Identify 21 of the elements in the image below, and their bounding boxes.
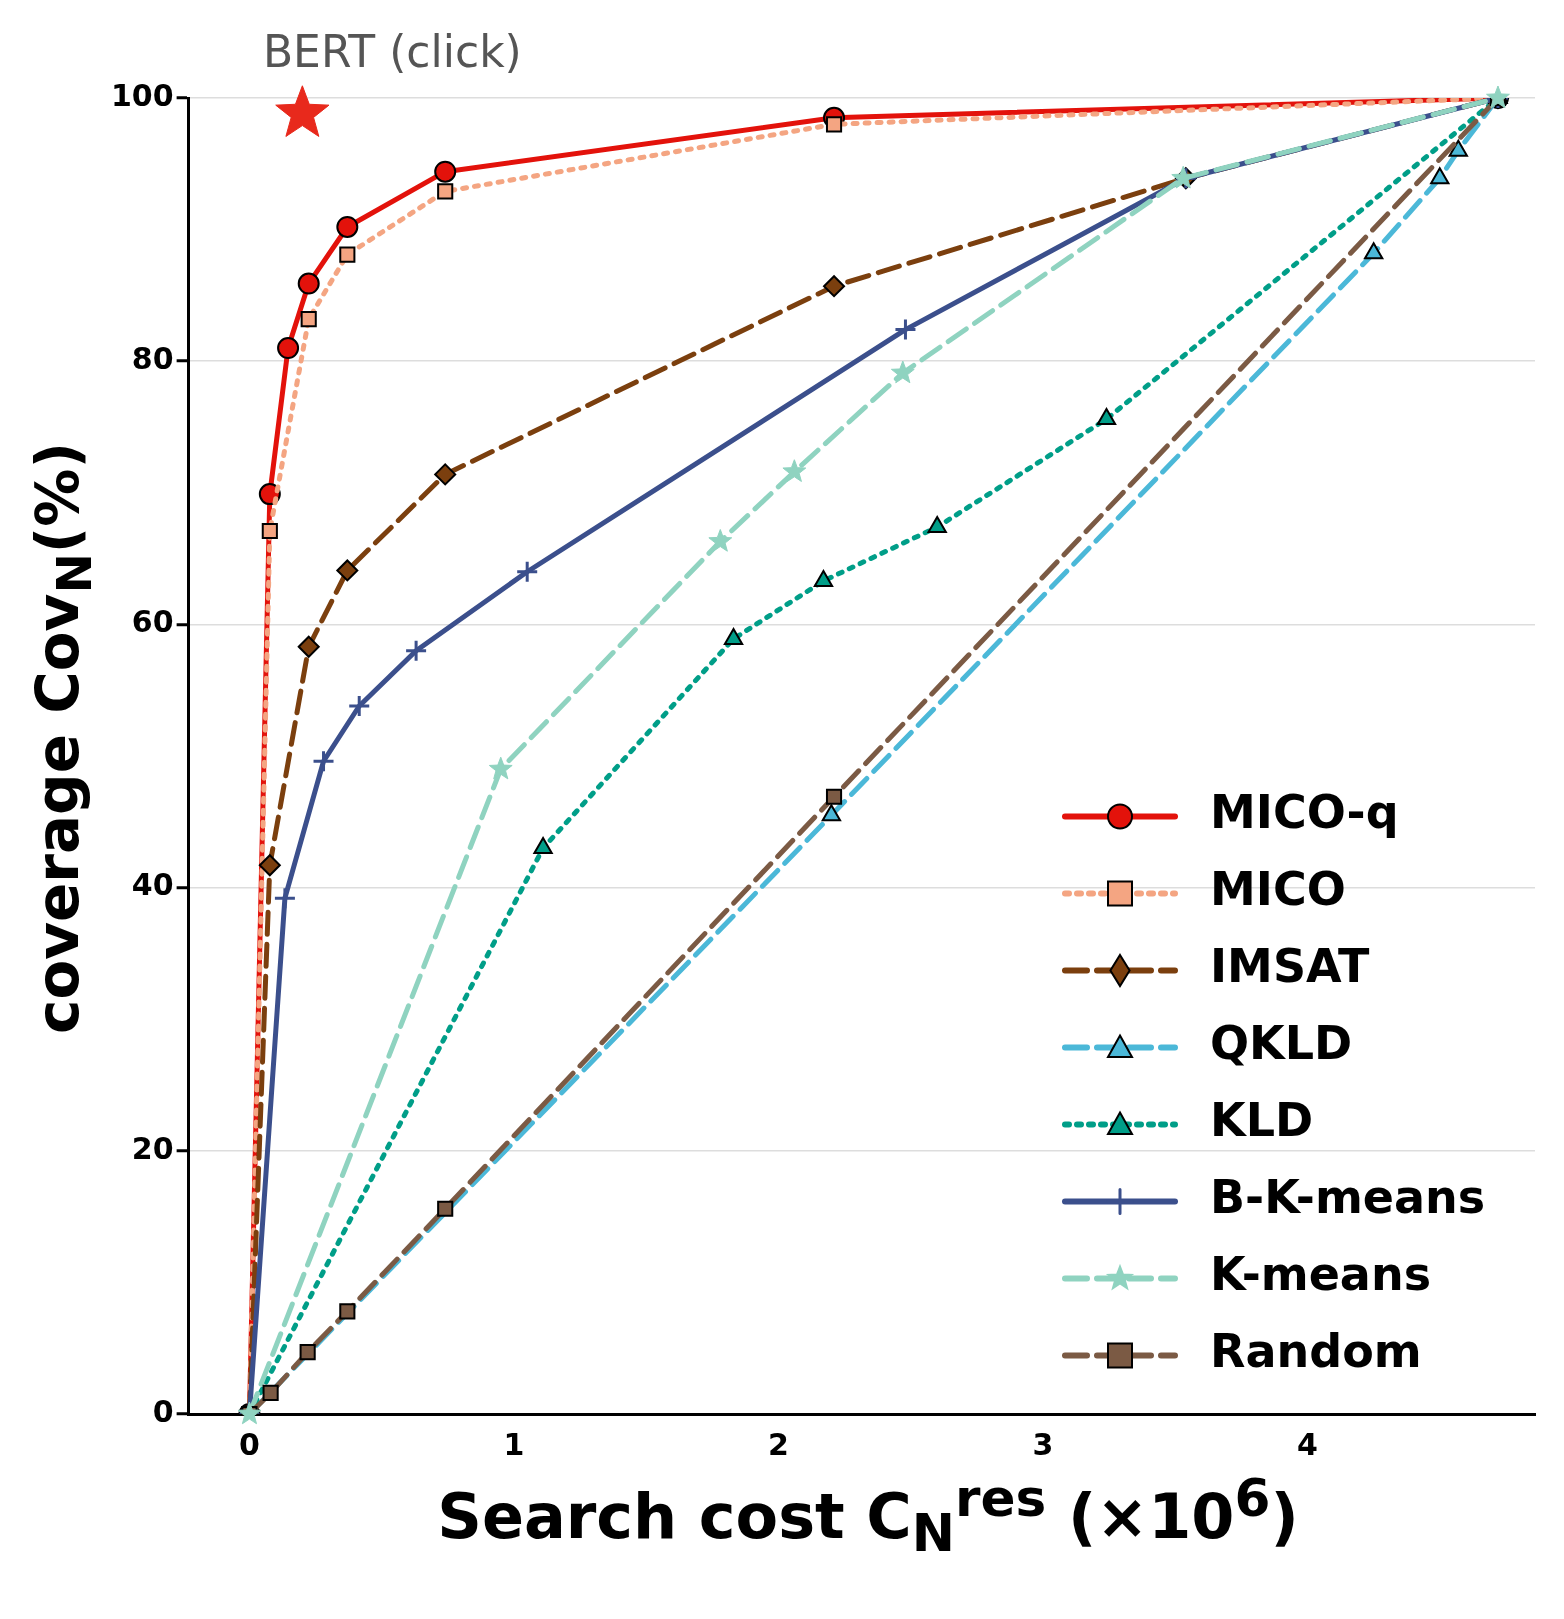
x-axis-title: Search cost C$_{N}$$^{res}$ (×10$^{6}$) — [436, 1468, 1300, 1564]
legend-label: B-K-means — [1210, 1170, 1486, 1225]
legend-label: K-means — [1210, 1247, 1432, 1302]
legend-label: IMSAT — [1210, 939, 1371, 994]
legend-label: Random — [1210, 1324, 1422, 1379]
x-tick-label: 0 — [239, 1426, 260, 1462]
y-tick-label: 0 — [152, 1393, 174, 1429]
y-tick-label: 40 — [131, 867, 174, 903]
legend-label: QKLD — [1210, 1016, 1353, 1071]
legend-label: MICO — [1210, 862, 1346, 917]
series-label: BERT (click) — [262, 26, 522, 78]
y-tick-label: 80 — [131, 341, 174, 376]
legend-label: KLD — [1210, 1093, 1314, 1148]
y-tick-label: 20 — [131, 1130, 174, 1166]
x-tick-label: 2 — [768, 1426, 789, 1462]
x-tick-label: 3 — [1032, 1426, 1054, 1462]
x-tick-label: 4 — [1297, 1426, 1318, 1462]
y-tick-label: 100 — [111, 77, 174, 113]
y-tick-label: 60 — [131, 604, 174, 640]
x-tick-label: 1 — [503, 1426, 525, 1462]
legend-label: MICO-q — [1210, 785, 1399, 840]
